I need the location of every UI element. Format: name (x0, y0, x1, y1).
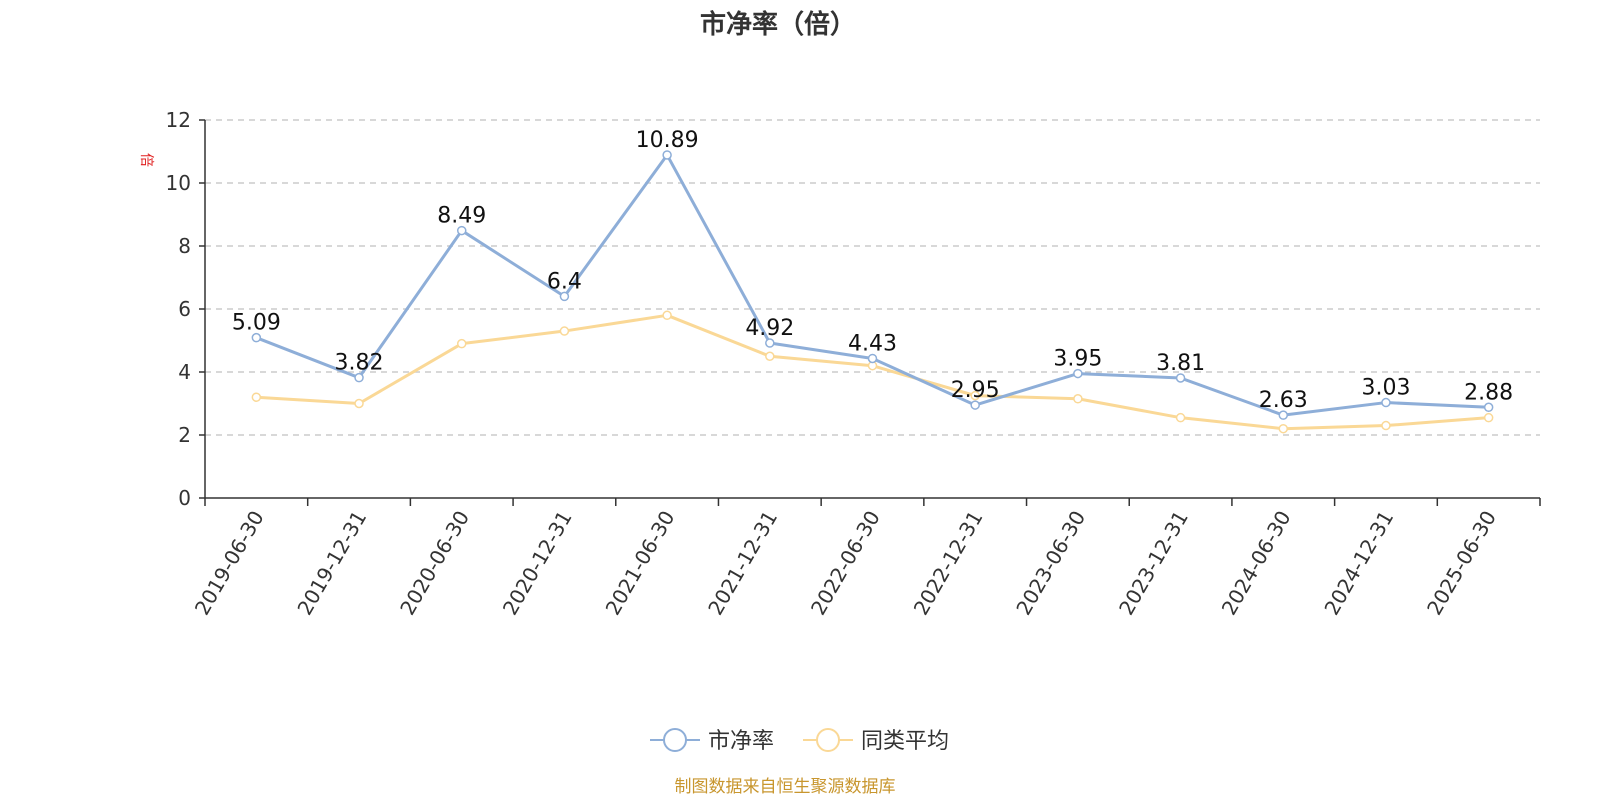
data-point (354, 398, 364, 409)
data-label: 3.82 (335, 351, 384, 376)
data-point (354, 372, 364, 383)
x-tick-label: 2021-06-30 (601, 507, 680, 620)
x-tick-label: 2023-06-30 (1011, 507, 1090, 620)
data-point (559, 326, 570, 336)
data-point (1483, 402, 1494, 413)
data-point (765, 338, 775, 348)
data-point (662, 310, 672, 321)
legend-item-peer-average[interactable]: 同类平均 (803, 728, 949, 754)
y-tick-label: 12 (166, 108, 191, 132)
y-tick-label: 0 (178, 486, 191, 510)
x-tick-label: 2020-06-30 (395, 507, 474, 620)
data-point (970, 390, 980, 401)
series-peer-average (251, 310, 1494, 434)
legend-circle-icon (816, 728, 840, 752)
x-tick-label: 2024-06-30 (1217, 507, 1296, 620)
x-tick-label: 2022-12-31 (909, 507, 988, 620)
data-label: 2.88 (1464, 380, 1513, 405)
data-point (1278, 410, 1289, 420)
grid-lines (205, 119, 1540, 436)
x-tick-label: 2022-06-30 (806, 507, 885, 620)
data-point (1073, 394, 1083, 404)
data-label: 3.81 (1156, 351, 1205, 376)
data-point (867, 353, 878, 364)
data-point (251, 392, 262, 402)
data-source-footer: 制图数据来自恒生聚源数据库 (675, 777, 896, 797)
y-tick-label: 8 (178, 234, 191, 258)
y-tick-label: 6 (178, 297, 191, 321)
chart-title: 市净率（倍） (700, 9, 856, 40)
y-tick-label: 4 (178, 360, 191, 384)
data-label: 2.63 (1259, 388, 1308, 413)
data-point (1073, 368, 1083, 379)
data-point (765, 351, 775, 361)
data-point (662, 150, 672, 160)
data-point (1381, 420, 1391, 431)
data-label: 3.95 (1053, 347, 1102, 372)
data-point (559, 291, 570, 302)
data-point (1175, 412, 1186, 423)
data-label: 4.43 (848, 331, 897, 356)
legend-item-pb-ratio[interactable]: 市净率 (650, 728, 774, 754)
y-tick-label: 10 (166, 171, 191, 195)
x-tick-label: 2023-12-31 (1114, 507, 1193, 620)
data-point (970, 400, 980, 410)
x-tick-label: 2021-12-31 (703, 507, 782, 620)
data-point (1483, 412, 1494, 423)
x-tick-label: 2024-12-31 (1319, 507, 1398, 620)
data-point (251, 332, 262, 343)
series-lines (251, 150, 1494, 434)
data-point (1381, 397, 1391, 408)
data-label: 4.92 (745, 316, 794, 341)
data-point (456, 338, 467, 349)
data-point (1278, 423, 1289, 434)
legend-label: 市净率 (708, 729, 774, 754)
data-label: 6.4 (547, 269, 582, 294)
y-axis-unit-label: 倍 (138, 153, 154, 167)
data-label: 5.09 (232, 311, 281, 336)
legend[interactable]: 市净率 同类平均 (650, 728, 949, 754)
data-label: 10.89 (636, 128, 699, 153)
x-tick-label: 2025-06-30 (1422, 507, 1501, 620)
data-label: 8.49 (437, 204, 486, 229)
data-point (456, 225, 467, 236)
x-tick-label: 2019-06-30 (190, 507, 269, 620)
legend-circle-icon (663, 728, 687, 752)
x-tick-label: 2019-12-31 (292, 507, 371, 620)
legend-label: 同类平均 (861, 729, 949, 754)
data-label: 3.03 (1361, 376, 1410, 401)
data-labels: 5.09 3.82 8.49 6.4 10.89 4.92 4.43 2.95 3.95 3.81… (232, 128, 1513, 413)
x-tick-label: 2020-12-31 (498, 507, 577, 620)
data-point (1175, 373, 1186, 383)
data-label: 2.95 (951, 378, 1000, 403)
series-pb-ratio (251, 150, 1494, 420)
y-tick-label: 2 (178, 423, 191, 447)
series-line (255, 153, 1489, 417)
